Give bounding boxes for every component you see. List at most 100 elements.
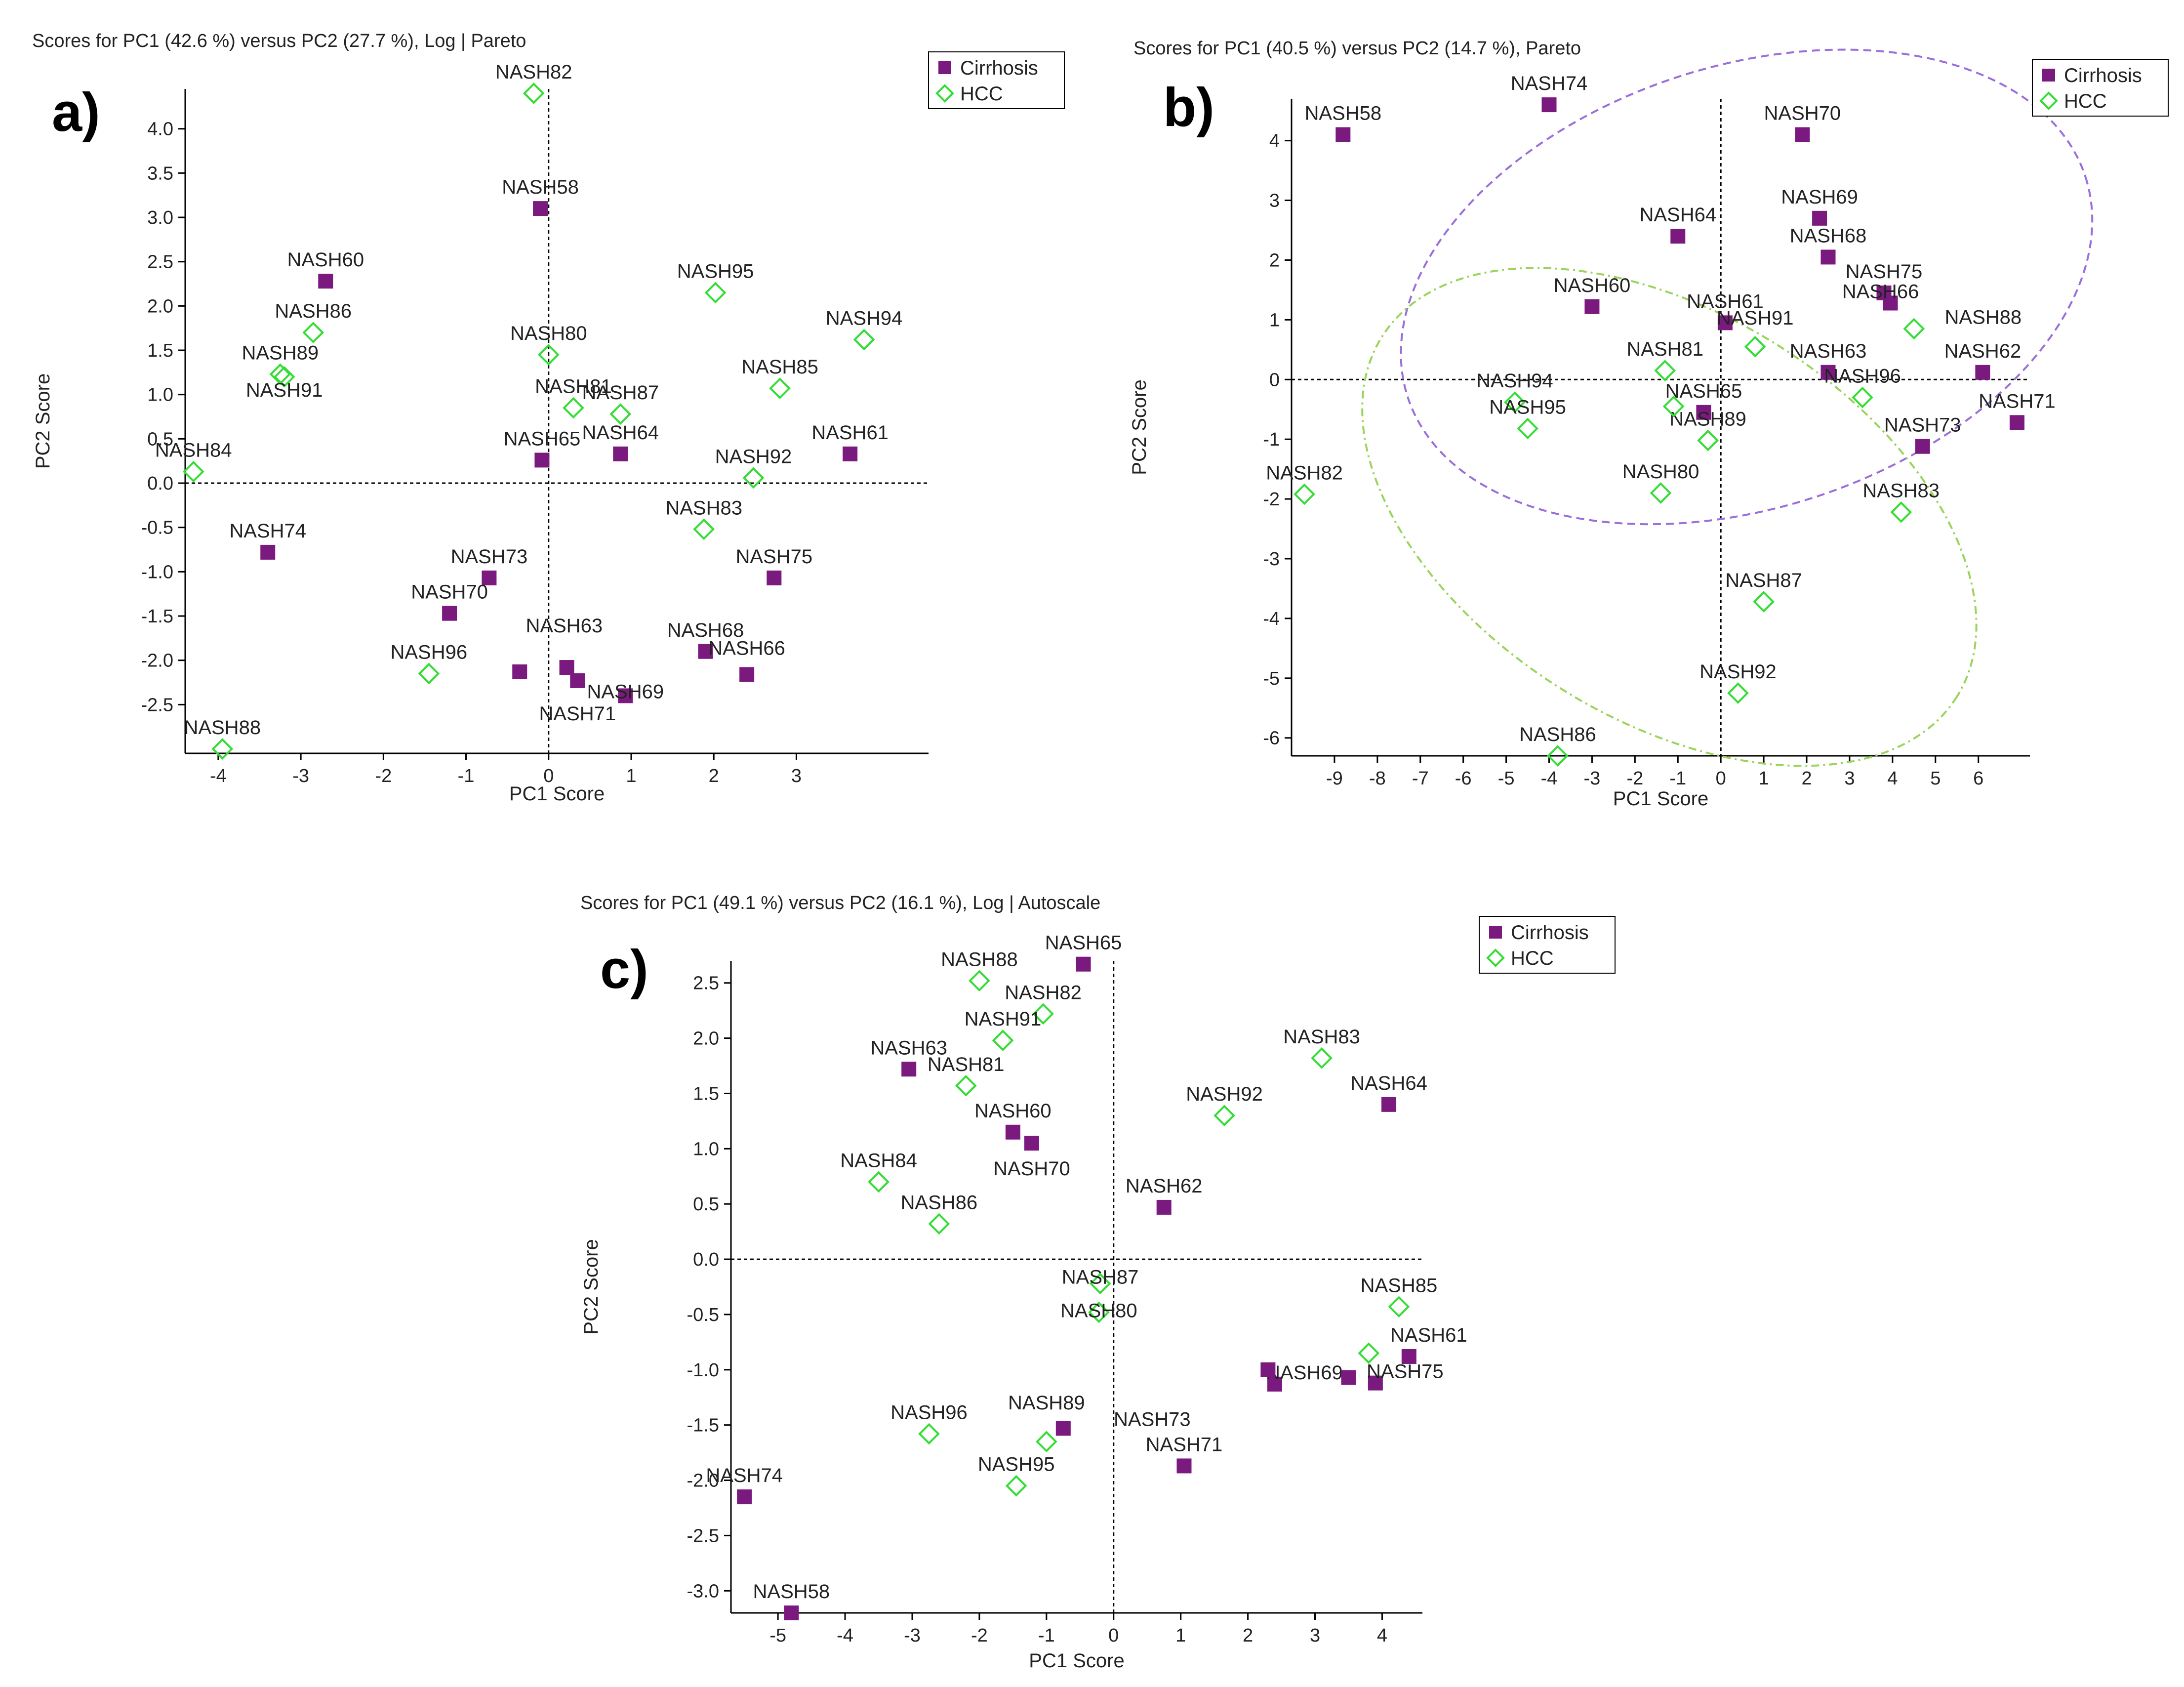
hcc-point[interactable] [1294,483,1315,505]
hcc-point[interactable] [1504,391,1526,413]
hcc-point[interactable] [1032,1003,1054,1025]
cirrhosis-point[interactable] [2009,415,2024,430]
hcc-point[interactable] [969,970,990,992]
cirrhosis-point[interactable] [1584,299,1600,314]
hcc-point[interactable] [1005,1475,1027,1497]
cirrhosis-point[interactable] [1795,127,1810,142]
hcc-point[interactable] [1852,386,1873,409]
hcc-point[interactable] [182,460,204,483]
hcc-point[interactable] [742,467,765,489]
cirrhosis-point[interactable] [512,664,527,680]
cirrhosis-point[interactable] [784,1605,799,1620]
x-tick-label: -3 [1584,768,1601,789]
hcc-point[interactable] [523,82,545,104]
cirrhosis-point[interactable] [1717,315,1733,330]
cirrhosis-point[interactable] [1820,365,1836,380]
cirrhosis-point[interactable] [613,446,628,461]
cirrhosis-point[interactable] [1368,1375,1383,1391]
hcc-point[interactable] [1547,745,1569,767]
hcc-point[interactable] [955,1074,977,1097]
cirrhosis-point[interactable] [1670,229,1686,244]
cirrhosis-point[interactable] [1076,956,1091,972]
point-label: NASH64 [1350,1072,1427,1094]
hcc-point[interactable] [704,282,727,304]
hcc-point[interactable] [537,344,560,366]
hcc-point[interactable] [1650,482,1672,504]
hcc-point[interactable] [1697,429,1719,452]
cirrhosis-point[interactable] [1915,439,1930,454]
cirrhosis-point[interactable] [737,1489,752,1505]
cirrhosis-point[interactable] [1820,249,1836,265]
hcc-point[interactable] [1744,335,1766,358]
hcc-point[interactable] [992,1029,1014,1051]
point-label: NASH91 [1717,307,1794,329]
hcc-point[interactable] [918,1423,940,1445]
cirrhosis-point[interactable] [1883,295,1898,311]
cirrhosis-point[interactable] [559,660,574,675]
hcc-point[interactable] [1089,1273,1111,1295]
cirrhosis-point[interactable] [739,667,755,682]
cirrhosis-point[interactable] [442,606,457,621]
cirrhosis-point[interactable] [1267,1376,1282,1392]
cirrhosis-point[interactable] [1401,1349,1416,1364]
hcc-point[interactable] [1903,318,1925,340]
hcc-point[interactable] [928,1213,950,1235]
point-label: NASH86 [901,1192,978,1213]
cirrhosis-point[interactable] [1176,1458,1192,1474]
cirrhosis-point[interactable] [570,673,585,688]
hcc-point[interactable] [1727,682,1749,704]
cirrhosis-point[interactable] [260,544,276,560]
hcc-point[interactable] [211,738,234,760]
cirrhosis-point[interactable] [1156,1199,1172,1215]
hcc-point[interactable] [1358,1342,1380,1364]
cirrhosis-point[interactable] [1335,127,1351,142]
hcc-point[interactable] [563,397,584,419]
cirrhosis-point[interactable] [843,446,858,461]
cirrhosis-point[interactable] [1975,365,1990,380]
point-label: NASH64 [1639,204,1716,226]
cirrhosis-point[interactable] [318,274,333,289]
hcc-point[interactable] [1213,1105,1235,1127]
cirrhosis-point[interactable] [1055,1421,1071,1436]
cirrhosis-point[interactable] [1812,210,1827,226]
hcc-point[interactable] [1890,501,1912,523]
hcc-point[interactable] [1753,591,1775,613]
y-tick-label: 0 [1269,370,1280,390]
cirrhosis-point[interactable] [1005,1124,1020,1140]
x-tick-label: 6 [1973,768,1983,789]
cirrhosis-point[interactable] [1696,405,1711,420]
y-tick-label: 2.0 [693,1029,719,1049]
hcc-point[interactable] [273,366,295,388]
cirrhosis-point[interactable] [534,453,550,468]
hcc-point[interactable] [302,322,324,343]
hcc-point[interactable] [1662,395,1685,417]
panel-letter: b) [1163,77,1214,138]
cirrhosis-point[interactable] [618,688,633,703]
hcc-point[interactable] [269,363,291,385]
hcc-point[interactable] [1088,1301,1110,1323]
hcc-point[interactable] [1517,417,1538,440]
hcc-point[interactable] [693,518,715,540]
cirrhosis-point[interactable] [482,570,497,585]
cirrhosis-point[interactable] [1381,1097,1397,1112]
cirrhosis-point[interactable] [698,644,713,659]
hcc-point[interactable] [418,662,440,685]
point-label: NASH74 [1511,73,1588,94]
hcc-point[interactable] [609,403,632,425]
cirrhosis-point[interactable] [901,1062,917,1077]
cirrhosis-point[interactable] [533,201,548,216]
hcc-point[interactable] [1388,1296,1410,1318]
hcc-point[interactable] [1036,1431,1057,1453]
cirrhosis-point[interactable] [1341,1370,1356,1385]
hcc-point[interactable] [769,377,791,399]
hcc-point[interactable] [853,329,875,351]
hcc-point[interactable] [868,1171,890,1193]
cirrhosis-point[interactable] [1541,97,1557,113]
cirrhosis-point[interactable] [767,570,782,585]
cirrhosis-point[interactable] [1024,1136,1039,1151]
y-tick-label: -1.0 [141,562,173,582]
x-tick-label: 2 [1243,1625,1253,1646]
hcc-point[interactable] [1654,360,1676,381]
hcc-point[interactable] [1311,1047,1333,1069]
cirrhosis-point[interactable] [1260,1362,1276,1377]
